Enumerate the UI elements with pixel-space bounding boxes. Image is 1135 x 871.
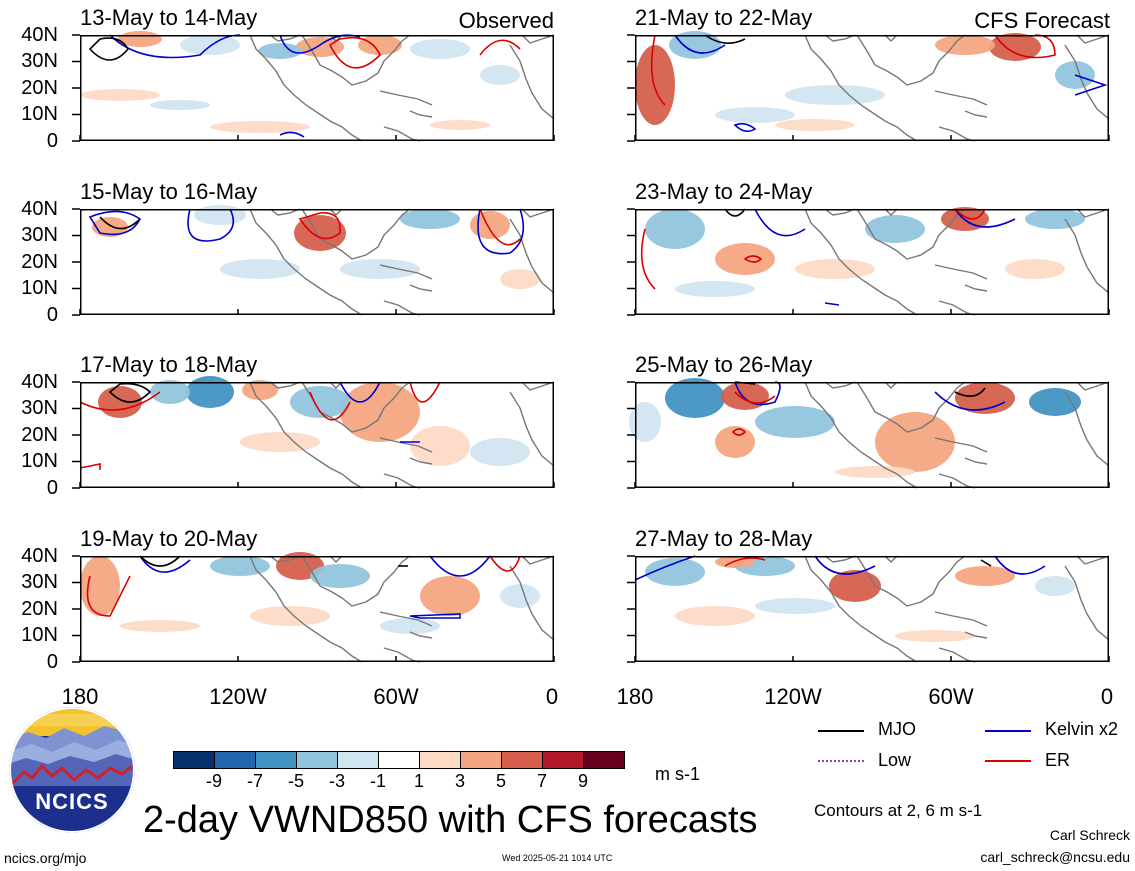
- colorbar-units: m s-1: [655, 764, 700, 784]
- map-panel: [627, 378, 1110, 489]
- observed-label: Observed: [458, 8, 554, 33]
- colorbar-label: -3: [328, 771, 346, 791]
- legend-line-low: [818, 760, 864, 762]
- legend-label-mjo: MJO: [878, 719, 916, 739]
- y-tick-label: 20N: [21, 77, 58, 99]
- y-tick-label: 30N: [21, 397, 58, 419]
- x-tick-label: 120W: [209, 684, 267, 709]
- colorbar-label: 7: [536, 771, 548, 791]
- x-tick-label: 180: [616, 684, 654, 709]
- panel-title: 15-May to 16-May: [80, 179, 258, 204]
- legend-line-mjo: [818, 730, 864, 732]
- ncics-logo-graphic: [9, 707, 135, 833]
- y-tick-label: 30N: [21, 571, 58, 593]
- legend-label-er: ER: [1045, 750, 1071, 770]
- colorbar-label: -9: [205, 771, 223, 791]
- timestamp: Wed 2025-05-21 1014 UTC: [502, 853, 613, 863]
- colorbar-swatch: [460, 751, 502, 769]
- y-tick-label: 20N: [21, 251, 58, 273]
- author: Carl Schreck: [1049, 827, 1130, 843]
- legend-line-kelvin: [985, 730, 1031, 732]
- map-graphic: [72, 205, 555, 316]
- y-tick-label: 30N: [21, 50, 58, 72]
- source-url: ncics.org/mjo: [4, 850, 87, 866]
- x-tick-label: 0: [545, 684, 559, 709]
- colorbar-label: 1: [413, 771, 425, 791]
- y-tick-label: 0: [46, 304, 58, 326]
- y-tick-label: 10N: [21, 277, 58, 299]
- main-title: 2-day VWND850 with CFS forecasts: [143, 799, 758, 841]
- logo-text: NCICS: [35, 789, 109, 814]
- map-graphic: [627, 378, 1110, 489]
- y-tick-label: 0: [46, 651, 58, 673]
- map-graphic: [627, 207, 1110, 316]
- legend-line-er: [985, 760, 1031, 762]
- x-tick-label: 0: [1100, 684, 1114, 709]
- y-tick-label: 0: [46, 130, 58, 152]
- panel-title: 27-May to 28-May: [635, 526, 813, 551]
- x-tick-label: 60W: [373, 684, 419, 709]
- author-email: carl_schreck@ncsu.edu: [980, 849, 1130, 865]
- colorbar-swatch: [583, 751, 625, 769]
- colorbar-label: -7: [246, 771, 264, 791]
- map-panel: [72, 31, 555, 142]
- colorbar-swatch: [255, 751, 297, 769]
- y-tick-label: 40N: [21, 24, 58, 46]
- map-panel: [627, 207, 1110, 316]
- ncics-logo: NCICS: [8, 706, 136, 834]
- map-graphic: [627, 555, 1110, 663]
- colorbar-swatch: [173, 751, 215, 769]
- y-tick-label: 30N: [21, 224, 58, 246]
- panel-title: 17-May to 18-May: [80, 352, 258, 377]
- colorbar-swatch: [296, 751, 338, 769]
- colorbar-swatch: [542, 751, 584, 769]
- colorbar-swatch: [501, 751, 543, 769]
- colorbar-swatch: [214, 751, 256, 769]
- y-tick-label: 20N: [21, 424, 58, 446]
- map-graphic: [72, 31, 555, 142]
- map-panel: [627, 555, 1110, 663]
- contours-note: Contours at 2, 6 m s-1: [814, 801, 983, 820]
- map-graphic: [72, 376, 555, 489]
- colorbar-label: 9: [577, 771, 589, 791]
- panel-title: 21-May to 22-May: [635, 5, 813, 30]
- y-tick-label: 10N: [21, 103, 58, 125]
- map-graphic: [627, 31, 1110, 142]
- x-tick-label: 180: [61, 684, 99, 709]
- y-tick-label: 40N: [21, 545, 58, 567]
- y-tick-label: 0: [46, 477, 58, 499]
- legend-label-kelvin: Kelvin x2: [1045, 719, 1119, 739]
- panel-title: 19-May to 20-May: [80, 526, 258, 551]
- y-tick-label: 40N: [21, 198, 58, 220]
- map-panel: [72, 376, 555, 489]
- y-tick-label: 20N: [21, 598, 58, 620]
- y-tick-label: 40N: [21, 371, 58, 393]
- legend-label-low: Low: [878, 750, 912, 770]
- y-tick-label: 10N: [21, 624, 58, 646]
- colorbar-label: 5: [495, 771, 507, 791]
- colorbar-swatch: [378, 751, 420, 769]
- cfs-forecast-label: CFS Forecast: [974, 8, 1110, 33]
- colorbar-label: 3: [454, 771, 466, 791]
- colorbar-label: -1: [369, 771, 387, 791]
- panel-title: 23-May to 24-May: [635, 179, 813, 204]
- panel-title: 25-May to 26-May: [635, 352, 813, 377]
- map-panel: [627, 31, 1110, 142]
- y-tick-label: 10N: [21, 450, 58, 472]
- colorbar-swatch: [337, 751, 379, 769]
- x-tick-label: 120W: [764, 684, 822, 709]
- colorbar-swatch: [419, 751, 461, 769]
- x-tick-label: 60W: [928, 684, 974, 709]
- map-graphic: [72, 552, 555, 663]
- panel-title: 13-May to 14-May: [80, 5, 258, 30]
- colorbar-label: -5: [287, 771, 305, 791]
- map-panel: [72, 205, 555, 316]
- map-panel: [72, 552, 555, 663]
